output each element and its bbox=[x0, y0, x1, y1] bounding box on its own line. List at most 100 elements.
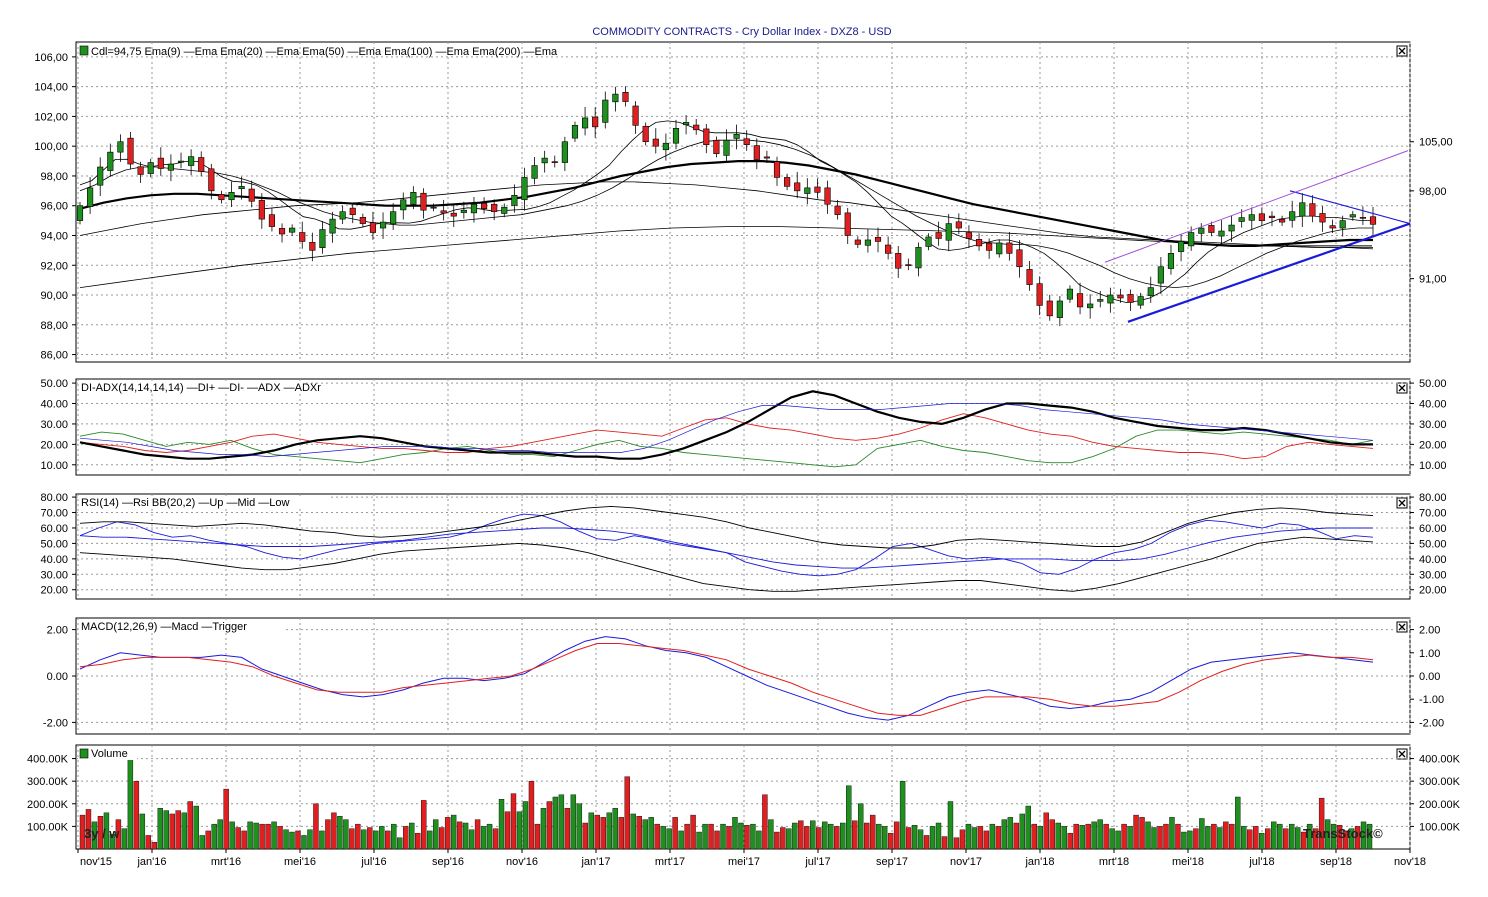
volume-bar bbox=[1163, 823, 1169, 850]
rsi-legend: RSI(14) —Rsi BB(20,2) —Up —Mid —Low bbox=[79, 496, 331, 509]
candle bbox=[349, 203, 356, 224]
candle bbox=[955, 213, 962, 235]
candle-body bbox=[844, 212, 851, 236]
volume-bar bbox=[109, 834, 116, 850]
candle-body bbox=[177, 160, 185, 163]
candle-body bbox=[1056, 300, 1063, 318]
candle bbox=[1359, 206, 1366, 225]
candle-body bbox=[945, 223, 952, 241]
close-icon[interactable] bbox=[1396, 621, 1408, 633]
candle bbox=[693, 118, 700, 135]
y-tick-label-left: 60.00 bbox=[40, 523, 68, 535]
candle-body bbox=[784, 177, 791, 187]
volume-bar bbox=[893, 821, 900, 850]
y-tick-label-right: 200.00K bbox=[1419, 799, 1461, 811]
volume-bar bbox=[444, 817, 451, 850]
volume-bar bbox=[510, 793, 517, 850]
y-tick-label-left: 400.00K bbox=[27, 754, 69, 766]
y-tick-label-right: 10.00 bbox=[1419, 460, 1447, 472]
volume-bar bbox=[1306, 823, 1313, 850]
volume-bar bbox=[1133, 814, 1139, 850]
panel-di-adx: 50.00 40.00 30.00 20.00 10.00 50.00 40.00 30.00… bbox=[40, 378, 1447, 476]
volume-bar bbox=[175, 810, 181, 850]
volume-bar bbox=[1294, 827, 1301, 850]
volume-bar bbox=[1145, 821, 1151, 850]
close-icon-cross[interactable] bbox=[1398, 384, 1406, 392]
candle bbox=[208, 163, 215, 200]
candle-body bbox=[602, 99, 609, 123]
x-tick-label: jan'17 bbox=[580, 856, 610, 868]
volume-bar bbox=[702, 823, 708, 850]
ema-line bbox=[79, 181, 1374, 250]
y-tick-label-right: 91,00 bbox=[1419, 274, 1447, 286]
candle-body bbox=[137, 166, 144, 175]
y-tick-label-left: 30.00 bbox=[40, 419, 68, 431]
volume-bar bbox=[965, 823, 972, 850]
candle bbox=[1268, 211, 1276, 227]
x-tick-label: mrt'17 bbox=[655, 856, 685, 868]
candle-body bbox=[501, 206, 508, 214]
close-icon-cross[interactable] bbox=[1398, 623, 1406, 631]
support-trendline bbox=[1127, 222, 1411, 323]
candle-body bbox=[1279, 219, 1286, 223]
close-icon[interactable] bbox=[1396, 382, 1408, 394]
close-icon-cross[interactable] bbox=[1398, 750, 1406, 758]
candle-body bbox=[278, 228, 286, 235]
close-icon-cross[interactable] bbox=[1398, 499, 1406, 507]
volume-bar bbox=[1193, 828, 1199, 850]
volume-bar bbox=[989, 823, 996, 850]
candle bbox=[582, 107, 589, 136]
volume-bar bbox=[223, 788, 229, 850]
volume-bar bbox=[690, 814, 696, 850]
y-tick-label-left: 100,00 bbox=[34, 141, 68, 153]
candle bbox=[1006, 232, 1013, 261]
volume-bar bbox=[193, 805, 199, 850]
candle bbox=[632, 101, 639, 134]
x-tick-label: sep'16 bbox=[432, 856, 464, 868]
volume-bar bbox=[606, 812, 612, 850]
volume-bar bbox=[1342, 830, 1349, 850]
volume-bar bbox=[337, 816, 343, 850]
volume-bar bbox=[630, 813, 636, 850]
candle-body bbox=[329, 218, 336, 234]
volume-bar bbox=[211, 823, 217, 850]
candle-body bbox=[1208, 225, 1215, 233]
close-icon[interactable] bbox=[1396, 497, 1408, 509]
candle-body bbox=[824, 187, 831, 205]
volume-bar bbox=[528, 780, 535, 850]
candle-body bbox=[470, 203, 478, 214]
candle bbox=[188, 149, 195, 176]
volume-bar bbox=[947, 801, 954, 850]
x-tick-label: nov'16 bbox=[506, 856, 538, 868]
candle-body bbox=[1248, 214, 1255, 221]
volume-bar bbox=[259, 823, 265, 850]
y-tick-label-left: 50.00 bbox=[40, 538, 68, 550]
candle bbox=[1208, 221, 1215, 237]
candle-body bbox=[1258, 213, 1265, 221]
candle-body bbox=[1137, 296, 1144, 306]
candle bbox=[784, 173, 791, 191]
close-icon[interactable] bbox=[1396, 748, 1408, 760]
legend-bg bbox=[79, 381, 305, 394]
candle bbox=[885, 236, 892, 260]
volume-bar bbox=[265, 823, 271, 850]
candle bbox=[925, 233, 932, 251]
volume-bar bbox=[983, 830, 990, 850]
panel-rsi: 80.00 70.00 60.00 50.00 40.00 30.00 20.00 80.00… bbox=[40, 492, 1447, 600]
candle-body bbox=[379, 221, 387, 229]
channel-trendline bbox=[1104, 150, 1409, 263]
candle bbox=[1076, 282, 1084, 315]
close-icon[interactable] bbox=[1396, 45, 1408, 57]
candle bbox=[107, 143, 114, 177]
candle bbox=[501, 203, 508, 218]
volume-bar bbox=[1091, 821, 1097, 850]
y-tick-label-left: 90,00 bbox=[40, 290, 68, 302]
volume-bar bbox=[319, 830, 325, 850]
volume-bar bbox=[295, 830, 301, 850]
y-tick-label-right: 30.00 bbox=[1419, 569, 1447, 581]
candle-body bbox=[188, 156, 195, 166]
candle bbox=[1258, 207, 1265, 226]
volume-bar bbox=[432, 819, 439, 850]
volume-bar bbox=[1312, 828, 1319, 850]
close-icon-cross[interactable] bbox=[1398, 47, 1406, 55]
